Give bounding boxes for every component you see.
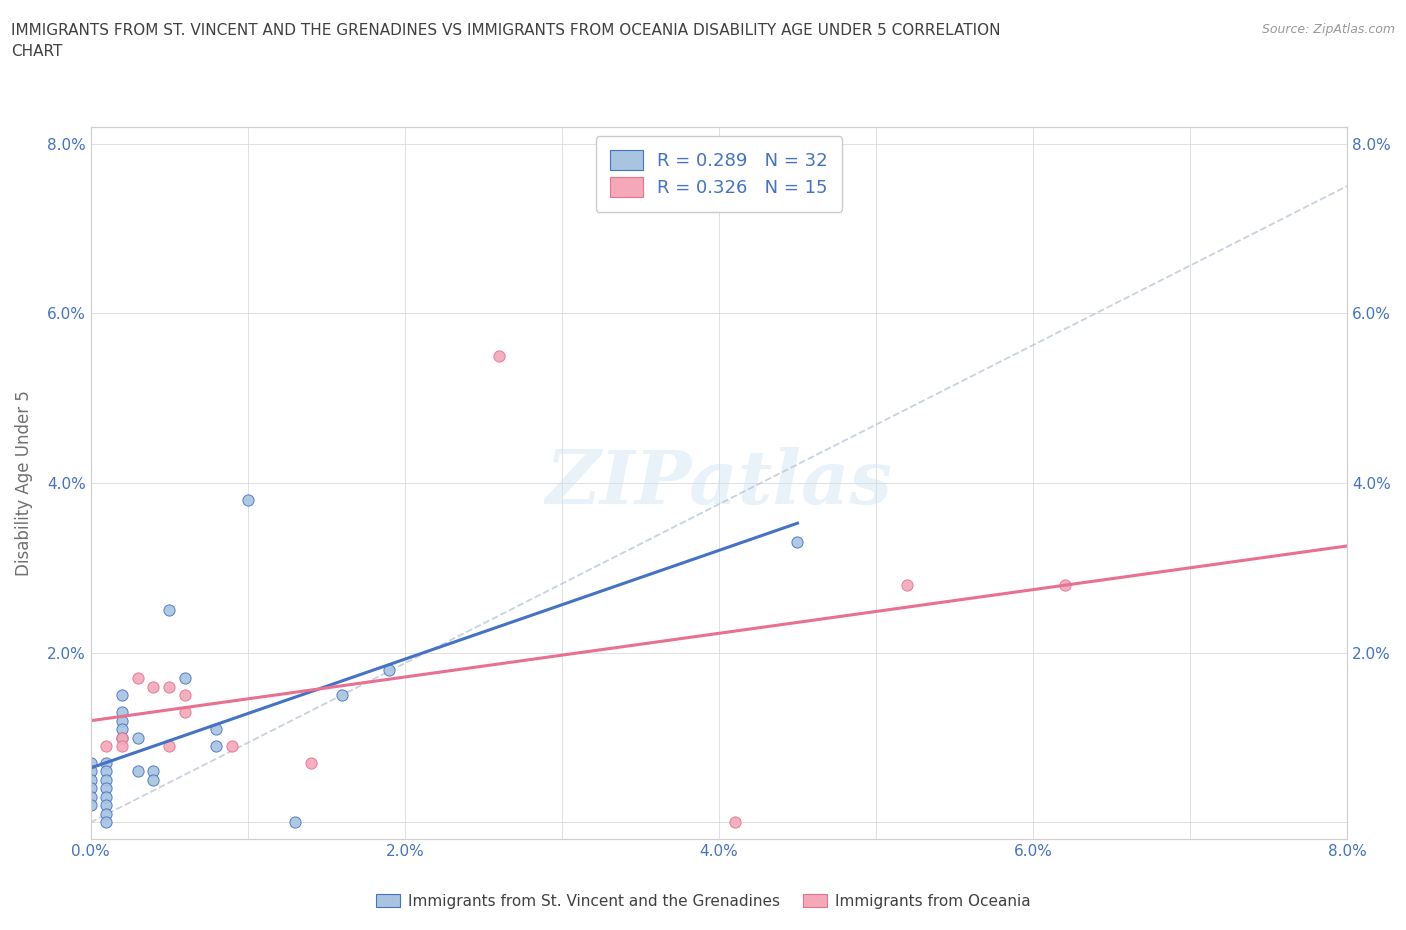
Legend: Immigrants from St. Vincent and the Grenadines, Immigrants from Oceania: Immigrants from St. Vincent and the Gren…: [370, 887, 1036, 915]
Point: [111, 738, 134, 753]
Point: [488, 348, 510, 363]
Point: [236, 493, 259, 508]
Point: [111, 713, 134, 728]
Point: [111, 722, 134, 737]
Point: [173, 671, 195, 685]
Point: [111, 705, 134, 720]
Point: [221, 738, 243, 753]
Point: [284, 815, 307, 830]
Point: [79, 773, 101, 788]
Point: [127, 764, 149, 779]
Point: [896, 578, 918, 592]
Point: [127, 730, 149, 745]
Point: [111, 730, 134, 745]
Point: [378, 662, 401, 677]
Point: [142, 773, 165, 788]
Point: [96, 815, 118, 830]
Point: [96, 755, 118, 770]
Text: ZIPatlas: ZIPatlas: [546, 446, 893, 519]
Text: Source: ZipAtlas.com: Source: ZipAtlas.com: [1261, 23, 1395, 36]
Point: [79, 798, 101, 813]
Point: [786, 535, 808, 550]
Point: [96, 773, 118, 788]
Point: [173, 705, 195, 720]
Point: [96, 790, 118, 804]
Point: [205, 722, 228, 737]
Point: [111, 687, 134, 702]
Point: [1053, 578, 1076, 592]
Point: [96, 781, 118, 796]
Point: [142, 679, 165, 694]
Point: [157, 738, 180, 753]
Point: [724, 815, 747, 830]
Point: [79, 755, 101, 770]
Point: [96, 738, 118, 753]
Point: [96, 764, 118, 779]
Point: [96, 806, 118, 821]
Point: [79, 790, 101, 804]
Point: [299, 755, 322, 770]
Point: [205, 738, 228, 753]
Text: IMMIGRANTS FROM ST. VINCENT AND THE GRENADINES VS IMMIGRANTS FROM OCEANIA DISABI: IMMIGRANTS FROM ST. VINCENT AND THE GREN…: [11, 23, 1001, 60]
Point: [79, 764, 101, 779]
Legend: R = 0.289   N = 32, R = 0.326   N = 15: R = 0.289 N = 32, R = 0.326 N = 15: [596, 136, 842, 211]
Point: [157, 603, 180, 618]
Point: [330, 687, 353, 702]
Point: [173, 687, 195, 702]
Y-axis label: Disability Age Under 5: Disability Age Under 5: [15, 390, 32, 576]
Point: [157, 679, 180, 694]
Point: [96, 798, 118, 813]
Point: [142, 764, 165, 779]
Point: [79, 781, 101, 796]
Point: [127, 671, 149, 685]
Point: [111, 730, 134, 745]
